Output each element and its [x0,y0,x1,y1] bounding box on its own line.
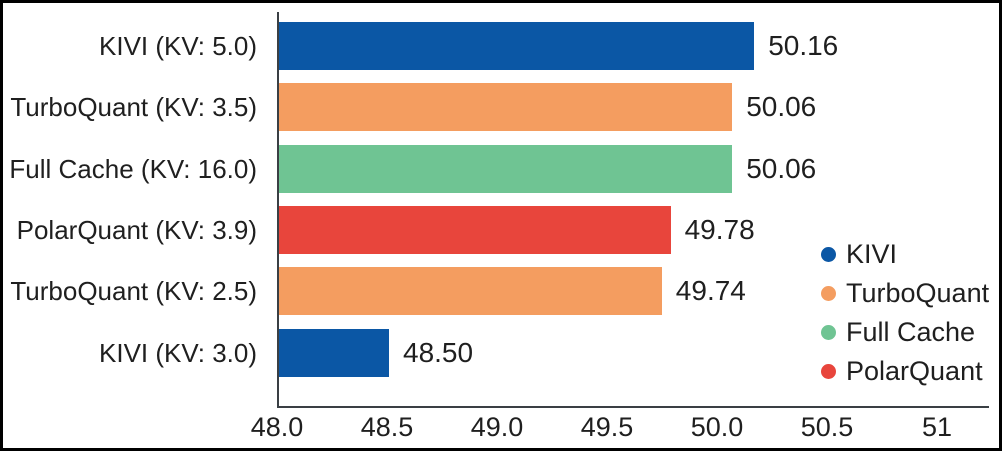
legend-swatch-icon [821,286,836,301]
y-axis-category-labels: KIVI (KV: 5.0) TurboQuant (KV: 3.5) Full C… [3,12,267,408]
category-label: KIVI (KV: 3.0) [99,337,257,368]
legend-swatch-icon [821,247,836,262]
bar [279,22,755,70]
category-label: PolarQuant (KV: 3.9) [16,214,257,245]
plot-area: 50.16 50.06 50.06 49.78 49.74 48.50 [277,12,989,408]
x-tick-label: 50.0 [690,412,744,442]
category-label: TurboQuant (KV: 3.5) [10,92,257,123]
x-tick-label: 48.5 [360,412,414,442]
x-tick-label: 51 [921,412,953,442]
bar [279,267,662,316]
x-tick-label: 48.0 [250,412,304,442]
legend-item: PolarQuant [821,352,989,391]
legend-swatch-icon [821,325,836,340]
legend-item: TurboQuant [821,274,989,313]
bar-value-label: 50.16 [768,30,839,61]
bar [279,205,671,254]
legend-label: KIVI [846,239,898,269]
legend-item: KIVI [821,235,989,274]
bar-value-label: 50.06 [746,152,817,184]
x-tick-label: 49.0 [470,412,524,442]
bar [279,144,733,193]
bar-value-label: 48.50 [403,336,474,368]
legend-label: Full Cache [846,317,976,347]
category-label: Full Cache (KV: 16.0) [9,153,257,184]
legend-label: TurboQuant [846,278,990,308]
legend-label: PolarQuant [846,356,983,386]
bar [279,328,389,377]
bar [279,83,733,132]
legend-swatch-icon [821,364,836,379]
category-label: KIVI (KV: 5.0) [99,31,257,61]
category-label: TurboQuant (KV: 2.5) [10,276,257,307]
x-axis: 48.0 48.5 49.0 49.5 50.0 50.5 51 [3,412,999,446]
x-tick-label: 49.5 [580,412,634,442]
bar-value-label: 49.74 [675,275,746,307]
legend: KIVI TurboQuant Full Cache PolarQuant [821,235,989,391]
bar-value-label: 50.06 [746,91,817,123]
bar-value-label: 49.78 [684,213,755,245]
x-tick-label: 50.5 [800,412,854,442]
legend-item: Full Cache [821,313,989,352]
